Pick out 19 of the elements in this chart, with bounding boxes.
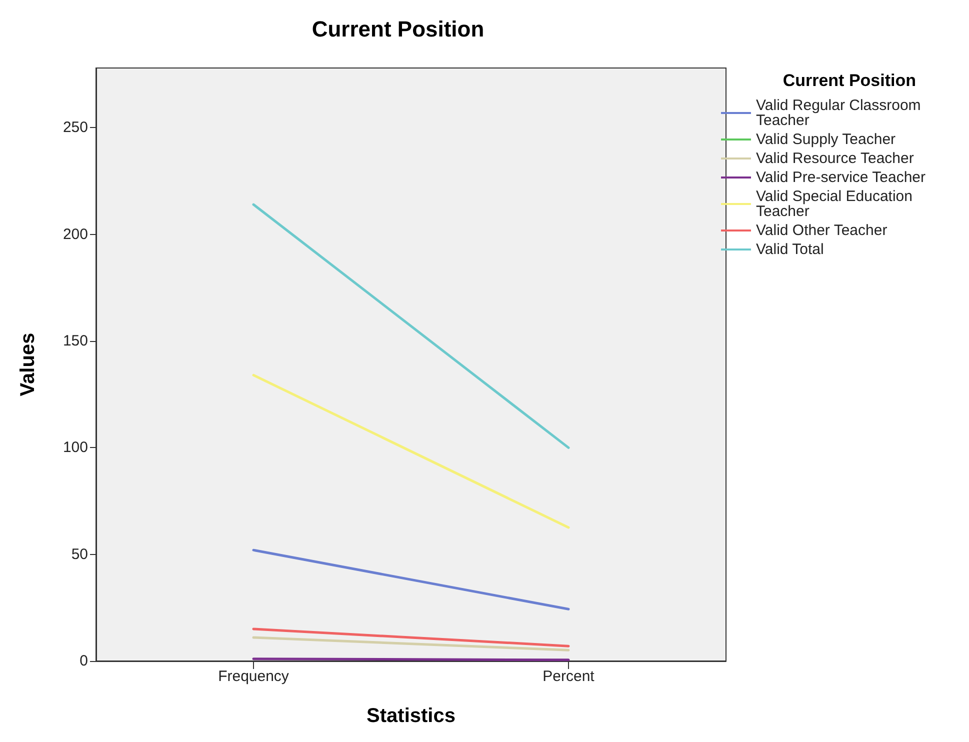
legend-label: Valid Pre-service Teacher <box>756 169 926 186</box>
y-tick-label: 50 <box>71 546 88 563</box>
x-tick-label: Percent <box>542 668 596 685</box>
legend-label: Valid Supply Teacher <box>756 131 896 148</box>
legend-label: Valid Regular Classroom Teacher <box>756 97 925 129</box>
legend-label: Valid Total <box>756 241 824 258</box>
y-tick-label: 250 <box>62 119 88 136</box>
legend-label: Valid Resource Teacher <box>756 150 914 167</box>
legend-title: Current Position <box>782 71 916 90</box>
y-tick-label: 150 <box>62 332 88 350</box>
legend-label: Valid Other Teacher <box>756 222 888 239</box>
y-tick-label: 0 <box>80 652 88 670</box>
y-tick-label: 200 <box>62 226 88 243</box>
y-tick-label: 100 <box>62 439 88 456</box>
y-axis-title: Values <box>17 332 39 396</box>
chart-title: Current Position <box>312 16 484 42</box>
x-tick-label: Frequency <box>218 668 290 685</box>
x-axis-title: Statistics <box>366 705 456 727</box>
legend-label: Valid Special Education Teacher <box>756 188 917 220</box>
